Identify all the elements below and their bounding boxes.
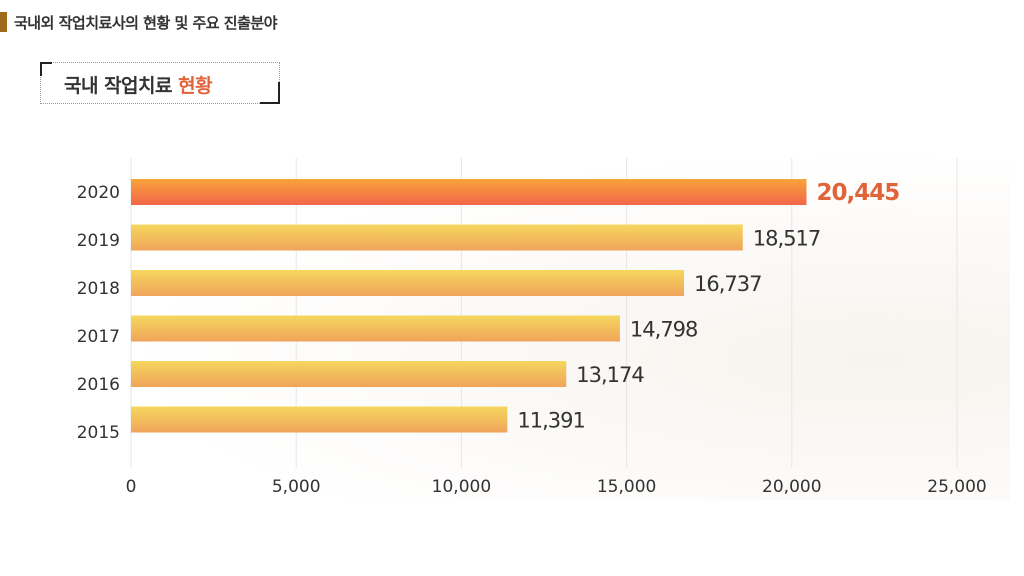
y-tick-label: 2019 <box>77 231 120 251</box>
page-header: 국내외 작업치료사의 현황 및 주요 진출분야 <box>0 10 278 34</box>
section-title-box: 국내 작업치료 현황 <box>40 62 280 104</box>
page-title: 국내외 작업치료사의 현황 및 주요 진출분야 <box>14 13 278 32</box>
bar <box>131 270 684 296</box>
x-tick-label: 5,000 <box>272 477 321 497</box>
section-title-main: 국내 작업치료 <box>64 75 179 97</box>
bar <box>131 315 620 342</box>
bar <box>131 224 743 251</box>
bar-chart: 0 5,000 10,000 15,000 20,000 25,000 2020 20,445… <box>77 158 987 497</box>
x-tick-label: 20,000 <box>762 477 821 497</box>
section-title-accent: 현황 <box>178 75 213 97</box>
data-label: 13,174 <box>576 363 644 387</box>
y-tick-label: 2018 <box>77 279 120 299</box>
bar <box>131 361 567 387</box>
y-tick-label: 2020 <box>77 183 120 203</box>
x-tick-label: 10,000 <box>432 477 491 497</box>
x-tick-label: 15,000 <box>597 477 656 497</box>
chart-container: 0 5,000 10,000 15,000 20,000 25,000 2020 20,445… <box>0 130 1024 520</box>
y-tick-label: 2016 <box>77 375 120 395</box>
data-label: 18,517 <box>753 227 820 251</box>
data-label: 14,798 <box>630 318 697 342</box>
bar <box>131 406 508 433</box>
y-tick-label: 2017 <box>77 327 120 347</box>
data-label: 16,737 <box>694 272 761 296</box>
section-title: 국내 작업치료 현황 <box>64 71 213 98</box>
data-label: 11,391 <box>517 409 584 433</box>
x-tick-label: 0 <box>126 477 137 497</box>
y-tick-label: 2015 <box>77 423 120 443</box>
section-corner-bottom-right <box>260 82 280 104</box>
bar <box>131 179 807 205</box>
x-tick-label: 25,000 <box>927 477 986 497</box>
header-accent-bar <box>0 12 7 32</box>
data-label: 20,445 <box>817 180 900 206</box>
section-corner-top-left <box>40 62 52 76</box>
